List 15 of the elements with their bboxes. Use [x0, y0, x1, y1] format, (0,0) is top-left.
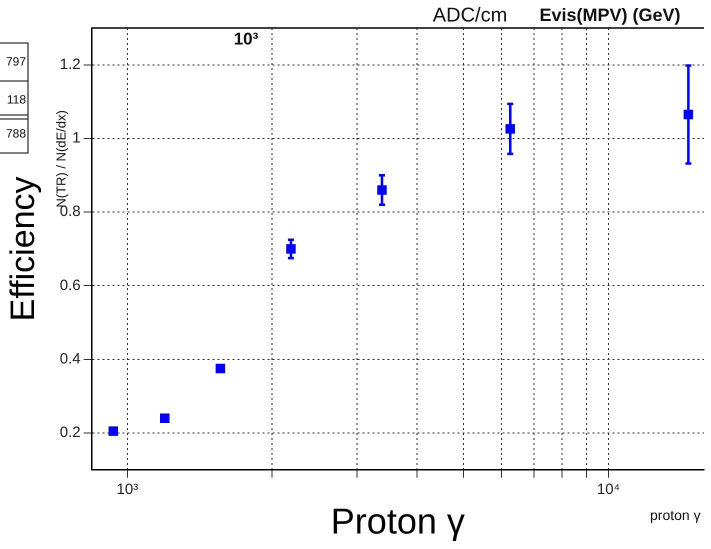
y-tick-label: 1.2	[60, 56, 81, 73]
y-axis-title: Efficiency	[4, 176, 42, 322]
x-tick-label: 10⁴	[596, 480, 620, 498]
y-tick-label: 0.2	[60, 424, 81, 442]
y-tick-label: 0.4	[60, 350, 81, 368]
y-tick-label: 0.6	[60, 276, 81, 294]
text: 788	[6, 126, 26, 140]
text: proton γ	[650, 506, 701, 523]
text: 797	[6, 54, 26, 68]
annotation: 10³	[234, 30, 259, 49]
text: Evis(MPV) (GeV)	[539, 4, 681, 25]
text: ADC/cm	[432, 4, 508, 27]
y-tick-label: 1	[72, 130, 81, 147]
text: 118	[6, 92, 26, 106]
x-axis-title: Proton γ	[330, 500, 465, 542]
